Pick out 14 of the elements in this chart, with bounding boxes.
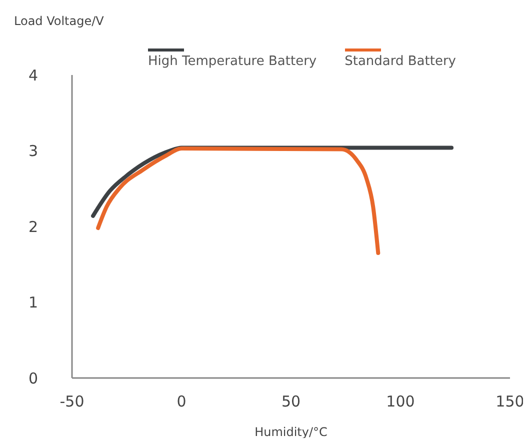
- y-tick-label: 2: [28, 218, 38, 236]
- y-tick-label: 3: [28, 142, 38, 160]
- line-series: [96, 146, 380, 256]
- legend-label: High Temperature Battery: [148, 54, 317, 69]
- legend-label: Standard Battery: [344, 54, 456, 69]
- x-tick-label: 0: [176, 392, 186, 411]
- y-tick-label: 0: [28, 369, 38, 388]
- x-tick-label: 100: [386, 392, 415, 411]
- y-tick-label: 1: [28, 294, 38, 312]
- x-tick-label: -50: [60, 392, 84, 411]
- y-axis-title: Load Voltage/V: [14, 14, 104, 28]
- x-tick-label: 50: [281, 392, 301, 411]
- y-tick-label: 4: [28, 66, 38, 84]
- x-tick-label: 150: [496, 392, 524, 411]
